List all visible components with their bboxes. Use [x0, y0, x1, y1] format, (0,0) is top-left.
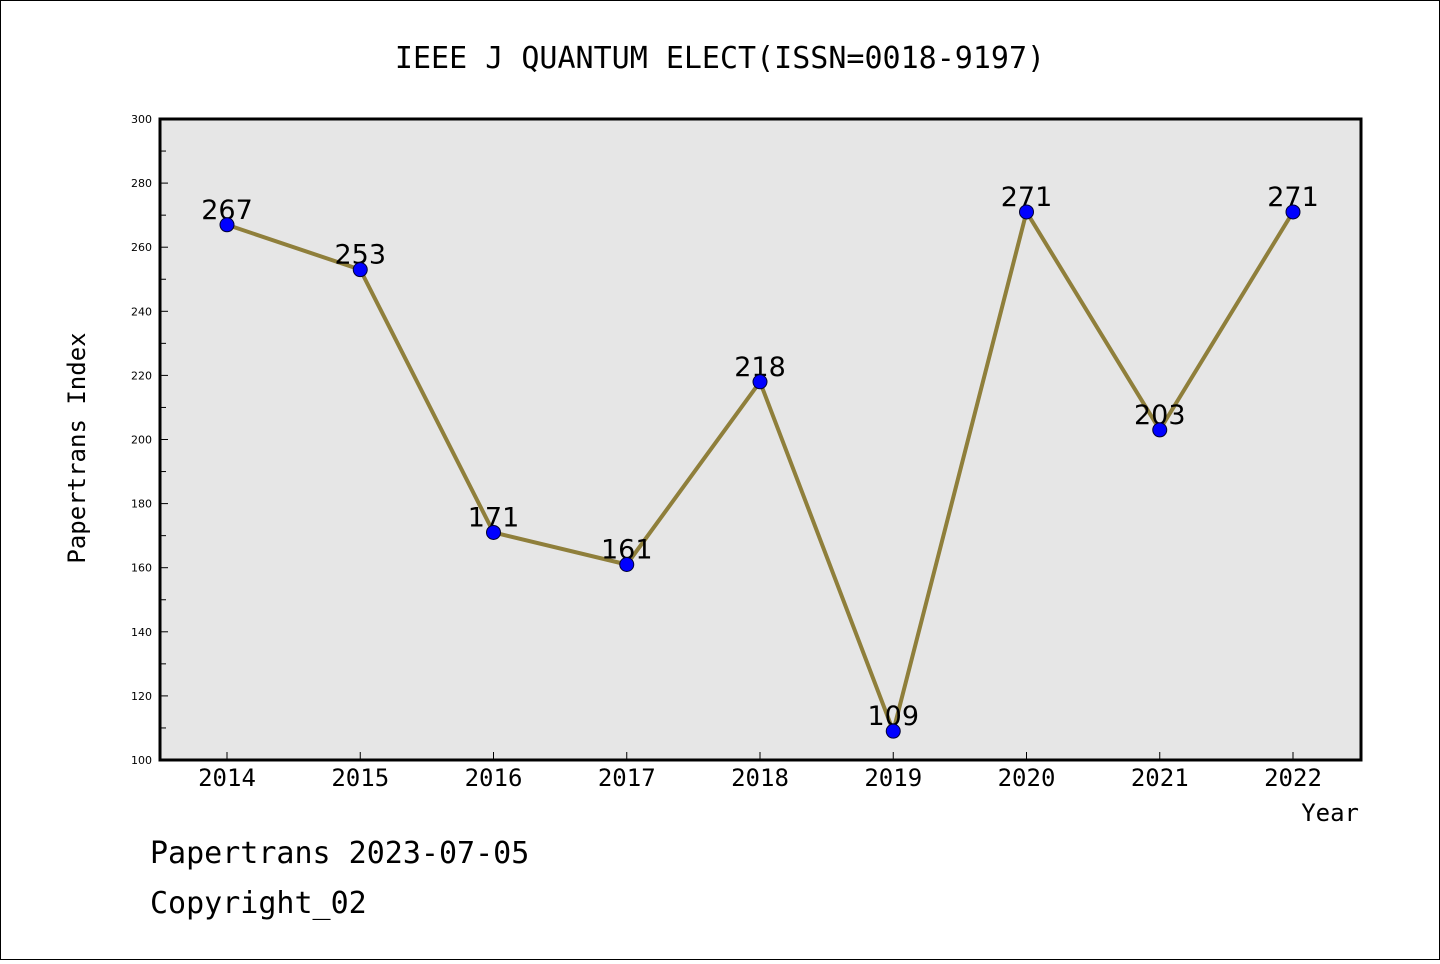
data-point [619, 556, 635, 572]
x-tick-label: 2020 [998, 764, 1056, 792]
chart-title: IEEE J QUANTUM ELECT(ISSN=0018-9197) [395, 41, 1045, 76]
data-point [352, 262, 368, 278]
y-tick-label: 120 [131, 690, 152, 703]
x-tick-label: 2021 [1131, 764, 1189, 792]
y-tick-label: 100 [131, 754, 152, 767]
x-tick-label: 2017 [598, 764, 656, 792]
data-point [486, 524, 501, 540]
data-point [1285, 204, 1301, 220]
data-point [752, 374, 768, 390]
y-tick-label: 240 [131, 305, 152, 318]
x-axis-label: Year [1301, 799, 1359, 827]
y-tick-label: 180 [131, 498, 152, 511]
y-tick-label: 300 [131, 113, 152, 126]
y-axis-label: Papertrans Index [63, 332, 91, 563]
x-tick-label: 2018 [731, 764, 789, 792]
footer-date: Papertrans 2023-07-05 [150, 836, 529, 871]
x-tick-label: 2016 [465, 764, 523, 792]
y-tick-label: 220 [131, 369, 152, 382]
x-axis: 2014 2015 2016 2017 2018 2019 2020 2021 2022 [198, 752, 1322, 792]
y-tick-label: 140 [131, 626, 152, 639]
y-tick-label: 260 [131, 241, 152, 254]
data-point [885, 723, 901, 739]
y-axis: 100 120 140 160 180 200 220 240 260 280 300 [131, 113, 168, 767]
y-tick-label: 160 [131, 562, 152, 575]
y-tick-label: 200 [131, 434, 152, 447]
data-point [219, 217, 235, 233]
x-tick-label: 2014 [198, 764, 256, 792]
x-tick-label: 2019 [864, 764, 922, 792]
footer-copyright: Copyright_02 [150, 886, 367, 921]
data-point [1152, 422, 1168, 438]
x-tick-label: 2022 [1264, 764, 1322, 792]
plot-area [158, 117, 1363, 762]
x-tick-label: 2015 [331, 764, 389, 792]
data-point [1019, 204, 1034, 220]
y-tick-label: 280 [131, 177, 152, 190]
